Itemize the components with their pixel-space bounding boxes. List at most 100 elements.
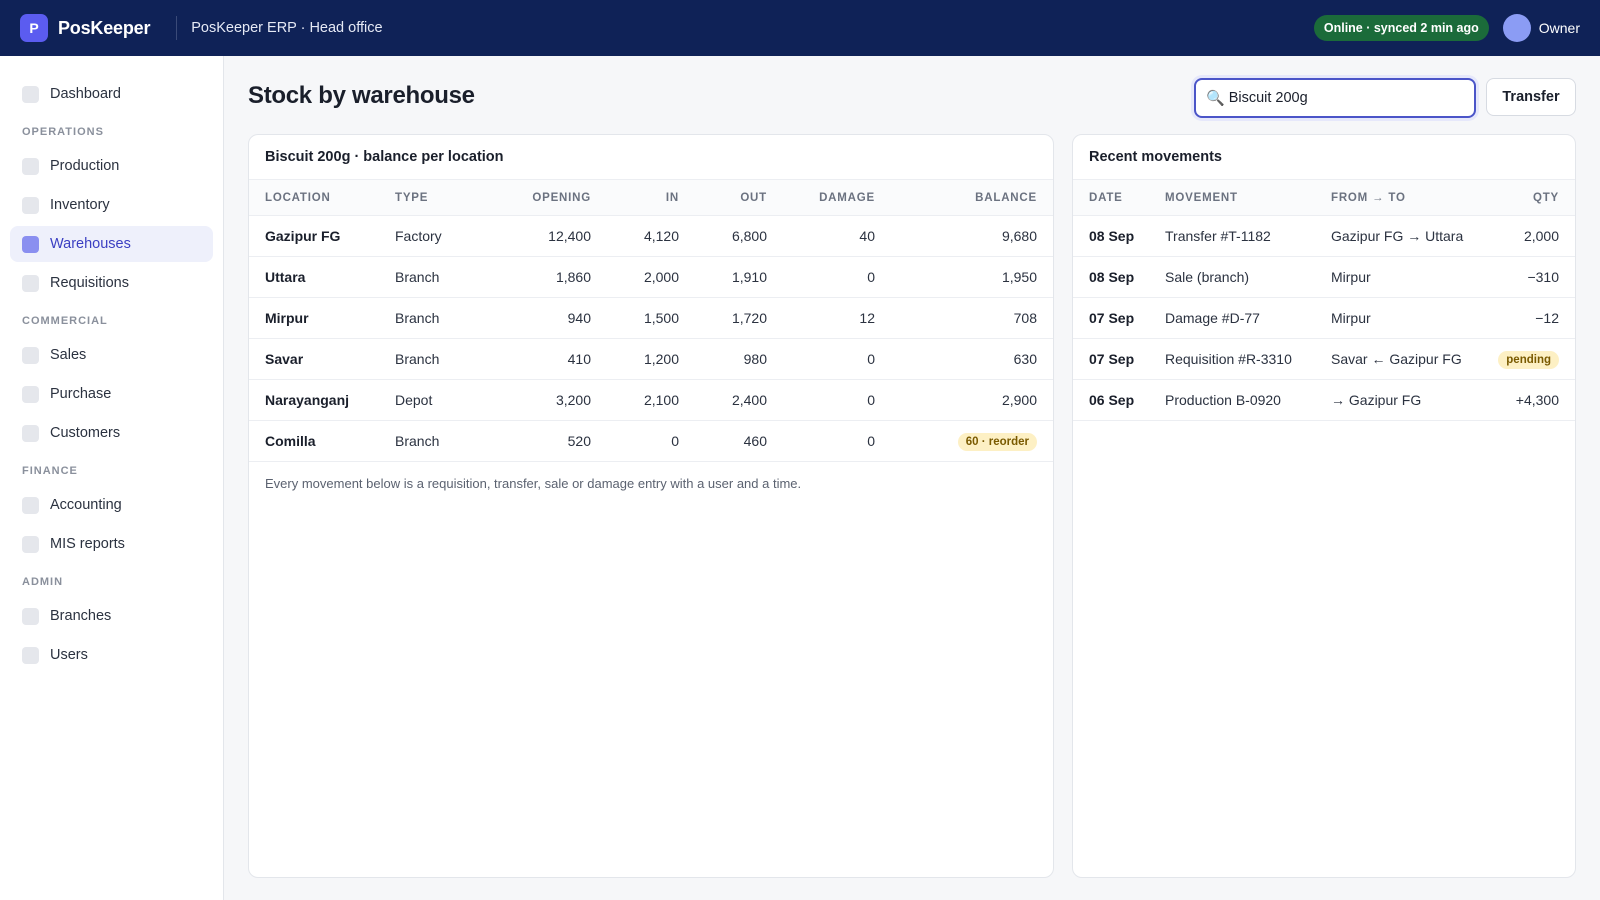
user-name[interactable]: Owner — [1538, 20, 1580, 36]
nav-icon — [22, 346, 39, 364]
out-cell: 980 — [679, 338, 767, 380]
reorder-badge: 60 · reorder — [957, 432, 1037, 451]
nav-icon — [22, 496, 39, 514]
sidebar-item-users[interactable]: Users — [10, 637, 213, 673]
sidebar-item-label: Production — [50, 158, 120, 174]
sidebar-item-sales[interactable]: Sales — [10, 337, 213, 373]
type-cell: Branch — [395, 256, 495, 298]
sidebar-item-accounting[interactable]: Accounting — [10, 487, 213, 523]
in-cell: 0 — [591, 420, 679, 462]
sidebar-item-dashboard[interactable]: Dashboard — [10, 76, 213, 112]
table-row[interactable]: 08 Sep Sale (branch) Mirpur −310 — [1073, 256, 1575, 298]
balance-cell: 630 — [875, 338, 1053, 380]
table-row[interactable]: 06 Sep Production B-0920 → Gazipur FG +4… — [1073, 379, 1575, 421]
out-cell: 1,720 — [679, 297, 767, 339]
column-header[interactable]: QTY — [1491, 179, 1575, 216]
in-cell: 1,200 — [591, 338, 679, 380]
sidebar-item-label: MIS reports — [50, 536, 125, 552]
balance-card-title: Biscuit 200g · balance per location — [265, 149, 504, 165]
footnote: Every movement below is a requisition, t… — [265, 476, 802, 491]
sidebar-item-production[interactable]: Production — [10, 148, 213, 184]
location-cell: Uttara — [249, 256, 395, 298]
movement-cell: Transfer #T-1182 — [1165, 215, 1331, 257]
sidebar-item-requisitions[interactable]: Requisitions — [10, 265, 213, 301]
qty-cell: +4,300 — [1491, 379, 1575, 421]
location-cell: Savar — [249, 338, 395, 380]
qty-cell: −310 — [1491, 256, 1575, 298]
nav-icon — [22, 85, 39, 103]
table-row[interactable]: Comilla Branch 520 0 460 0 60 · reorder — [249, 420, 1053, 462]
route-cell: → Gazipur FG — [1331, 379, 1491, 421]
column-header[interactable]: OUT — [679, 179, 767, 216]
transfer-button[interactable]: Transfer — [1486, 78, 1576, 116]
search-input[interactable] — [1228, 90, 1459, 106]
table-row[interactable]: Uttara Branch 1,860 2,000 1,910 0 1,950 — [249, 256, 1053, 298]
user-avatar[interactable] — [1502, 14, 1531, 42]
column-header[interactable]: TYPE — [395, 179, 495, 216]
sidebar-section-commercial: COMMERCIAL — [22, 315, 108, 327]
damage-cell: 12 — [767, 297, 875, 339]
balance-table: LOCATION TYPE OPENING IN OUT DAMAGE BALA… — [249, 179, 1053, 462]
balance-cell: 1,950 — [875, 256, 1053, 298]
type-cell: Branch — [395, 420, 495, 462]
column-header[interactable]: DAMAGE — [767, 179, 875, 216]
nav-icon — [22, 157, 39, 175]
header-divider — [176, 16, 178, 40]
date-cell: 07 Sep — [1073, 297, 1165, 339]
damage-cell: 0 — [767, 379, 875, 421]
sidebar-item-label: Branches — [50, 608, 112, 624]
brand-name[interactable]: PosKeeper — [58, 17, 151, 38]
table-row[interactable]: Savar Branch 410 1,200 980 0 630 — [249, 338, 1053, 380]
page-title: Stock by warehouse — [248, 82, 475, 109]
nav-icon — [22, 607, 39, 625]
opening-cell: 940 — [495, 297, 591, 339]
column-header[interactable]: FROM → TO — [1331, 179, 1491, 216]
column-header[interactable]: LOCATION — [249, 179, 395, 216]
table-row[interactable]: Mirpur Branch 940 1,500 1,720 12 708 — [249, 297, 1053, 339]
in-cell: 4,120 — [591, 215, 679, 257]
sidebar-item-branches[interactable]: Branches — [10, 598, 213, 634]
pending-badge: pending — [1498, 350, 1559, 369]
out-cell: 2,400 — [679, 379, 767, 421]
brand-logo-icon[interactable]: P — [20, 14, 48, 42]
column-header[interactable]: BALANCE — [875, 179, 1053, 216]
out-cell: 1,910 — [679, 256, 767, 298]
movement-cell: Damage #D-77 — [1165, 297, 1331, 339]
location-cell: Mirpur — [249, 297, 395, 339]
table-header-row: LOCATION TYPE OPENING IN OUT DAMAGE BALA… — [249, 179, 1053, 216]
movement-cell: Sale (branch) — [1165, 256, 1331, 298]
search-icon: 🔍 — [1206, 90, 1225, 107]
table-row[interactable]: Gazipur FG Factory 12,400 4,120 6,800 40… — [249, 215, 1053, 257]
movements-card: Recent movements DATE MOVEMENT FROM → TO… — [1072, 134, 1576, 878]
sidebar-item-mis-reports[interactable]: MIS reports — [10, 526, 213, 562]
movements-table: DATE MOVEMENT FROM → TO QTY 08 Sep Trans… — [1073, 179, 1575, 421]
sidebar-item-inventory[interactable]: Inventory — [10, 187, 213, 223]
nav-icon — [22, 196, 39, 214]
column-header[interactable]: DATE — [1073, 179, 1165, 216]
sync-status-badge: Online · synced 2 min ago — [1313, 15, 1489, 41]
movement-cell: Production B-0920 — [1165, 379, 1331, 421]
search-box[interactable]: 🔍 — [1194, 78, 1476, 118]
column-header[interactable]: MOVEMENT — [1165, 179, 1331, 216]
table-row[interactable]: Narayanganj Depot 3,200 2,100 2,400 0 2,… — [249, 379, 1053, 421]
table-row[interactable]: 08 Sep Transfer #T-1182 Gazipur FG → Utt… — [1073, 215, 1575, 257]
nav-icon — [22, 235, 39, 253]
sidebar-item-purchase[interactable]: Purchase — [10, 376, 213, 412]
sidebar-item-label: Requisitions — [50, 275, 129, 291]
table-row[interactable]: 07 Sep Requisition #R-3310 Savar ← Gazip… — [1073, 338, 1575, 380]
route-cell: Savar ← Gazipur FG — [1331, 338, 1491, 380]
out-cell: 460 — [679, 420, 767, 462]
sidebar-section-finance: FINANCE — [22, 465, 78, 477]
out-cell: 6,800 — [679, 215, 767, 257]
table-row[interactable]: 07 Sep Damage #D-77 Mirpur −12 — [1073, 297, 1575, 339]
type-cell: Factory — [395, 215, 495, 257]
sidebar-item-customers[interactable]: Customers — [10, 415, 213, 451]
column-header[interactable]: OPENING — [495, 179, 591, 216]
damage-cell: 0 — [767, 338, 875, 380]
sidebar-item-label: Sales — [50, 347, 87, 363]
nav-icon — [22, 274, 39, 292]
column-header[interactable]: IN — [591, 179, 679, 216]
main-content: Stock by warehouse 🔍 Transfer Biscuit 20… — [224, 56, 1600, 900]
sidebar-item-warehouses[interactable]: Warehouses — [10, 226, 213, 262]
sidebar-item-label: Accounting — [50, 497, 122, 513]
